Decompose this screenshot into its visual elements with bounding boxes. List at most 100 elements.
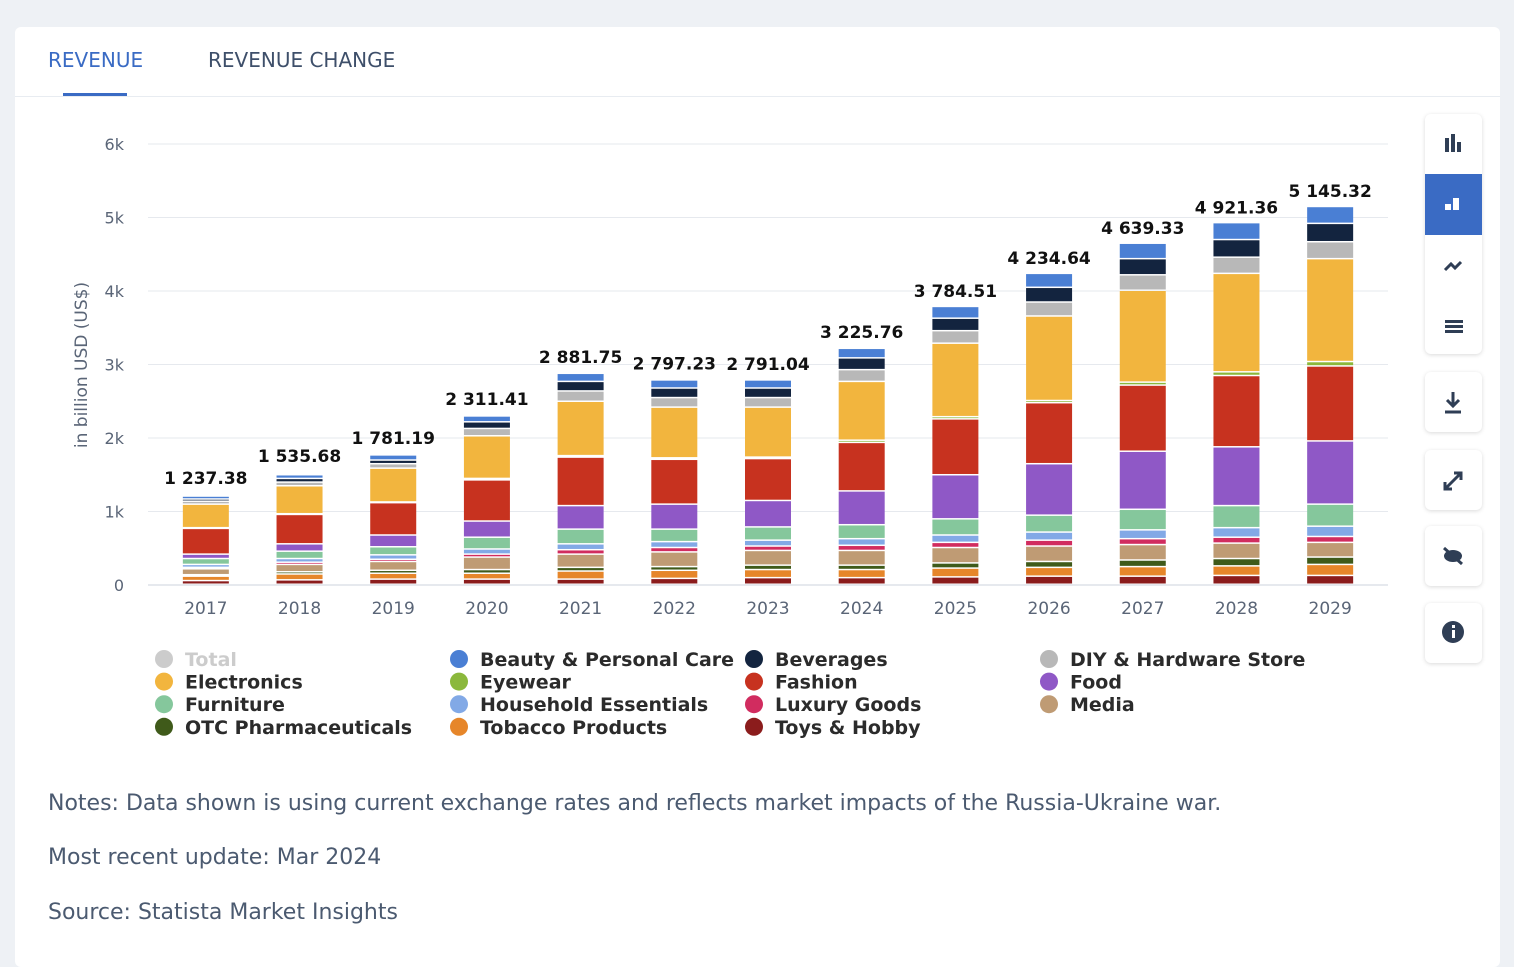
legend-label[interactable]: Food xyxy=(1070,672,1122,694)
bar-segment xyxy=(1213,537,1260,543)
bar-segment xyxy=(1026,576,1073,584)
bar-segment xyxy=(276,475,323,478)
hide[interactable] xyxy=(1425,526,1482,586)
bar-segment xyxy=(1026,288,1073,302)
bar-segment xyxy=(1119,530,1166,538)
bar-segment xyxy=(1119,539,1166,544)
tab[interactable]: REVENUE xyxy=(48,48,144,72)
bar-segment xyxy=(745,540,791,546)
bar-segment xyxy=(276,551,323,558)
legend-label[interactable]: Total xyxy=(185,649,237,671)
download[interactable] xyxy=(1425,372,1482,432)
bar-segment xyxy=(838,525,885,538)
bar-segment xyxy=(1026,515,1073,532)
bar-segment xyxy=(182,496,229,499)
bar-segment xyxy=(932,568,979,577)
info[interactable] xyxy=(1425,603,1482,663)
bar-segment xyxy=(1119,567,1166,576)
legend-label[interactable]: DIY & Hardware Store xyxy=(1070,649,1305,671)
total-label: 2 881.75 xyxy=(539,348,622,368)
total-label: 3 225.76 xyxy=(820,323,903,343)
legend-label[interactable]: Furniture xyxy=(185,694,285,716)
tab[interactable]: REVENUE CHANGE xyxy=(208,48,396,72)
bar-segment xyxy=(651,548,698,552)
bar-segment xyxy=(932,577,979,584)
bar-segment xyxy=(745,459,791,500)
bar-segment xyxy=(838,382,885,440)
legend-label[interactable]: Beauty & Personal Care xyxy=(480,649,734,671)
y-tick-label: 4k xyxy=(105,282,125,301)
legend-label[interactable]: Toys & Hobby xyxy=(775,717,921,739)
bar-segment xyxy=(651,388,698,397)
total-label: 2 797.23 xyxy=(633,354,716,374)
bar-segment xyxy=(651,529,698,541)
bar-segment xyxy=(276,559,323,562)
bar-segment xyxy=(745,527,791,540)
x-tick-label: 2019 xyxy=(372,599,415,619)
total-label: 5 145.32 xyxy=(1288,182,1371,202)
bar-segment xyxy=(370,468,417,502)
legend-marker xyxy=(1040,672,1058,691)
legend-marker xyxy=(1040,695,1058,714)
bar-segment xyxy=(838,443,885,491)
bar-segment xyxy=(1307,366,1354,441)
bar-segment xyxy=(463,554,510,557)
bar-segment xyxy=(463,416,510,422)
bar-segment xyxy=(1026,540,1073,546)
legend-label[interactable]: Media xyxy=(1070,694,1135,716)
bar-segment xyxy=(932,548,979,563)
bar-segment xyxy=(1119,576,1166,584)
bar-segment xyxy=(463,573,510,579)
bar-segment xyxy=(557,550,604,554)
bar-segment xyxy=(1026,546,1073,561)
note: Most recent update: Mar 2024 xyxy=(48,845,382,870)
bar-segment xyxy=(838,551,885,565)
legend-label[interactable]: Household Essentials xyxy=(480,694,708,716)
bar-segment xyxy=(932,343,979,416)
legend-label[interactable]: OTC Pharmaceuticals xyxy=(185,717,412,739)
bar-segment xyxy=(370,555,417,559)
bar-segment xyxy=(932,543,979,547)
total-label: 1 535.68 xyxy=(258,447,341,467)
legend-marker xyxy=(745,650,763,668)
bar-segment xyxy=(1119,560,1166,566)
bar-segment xyxy=(651,567,698,570)
fullscreen[interactable] xyxy=(1425,450,1482,510)
legend-label[interactable]: Luxury Goods xyxy=(775,694,921,716)
bar-segment xyxy=(745,388,791,397)
bar-segment xyxy=(182,569,229,574)
bar-segment xyxy=(557,374,604,381)
bar-segment xyxy=(276,565,323,572)
legend-label[interactable]: Beverages xyxy=(775,649,888,671)
bar-segment xyxy=(463,570,510,573)
bar-segment xyxy=(651,460,698,504)
legend-label[interactable]: Tobacco Products xyxy=(480,717,667,739)
bar-segment xyxy=(651,407,698,458)
bar-segment xyxy=(557,554,604,567)
bar-segment xyxy=(1119,545,1166,560)
bar-segment xyxy=(745,546,791,550)
legend-label[interactable]: Electronics xyxy=(185,672,303,694)
bar-segment xyxy=(1119,243,1166,258)
legend-label[interactable]: Eyewear xyxy=(480,672,572,694)
bar-segment xyxy=(276,574,323,580)
bar-segment xyxy=(932,475,979,519)
bar-segment xyxy=(1213,372,1260,375)
bar-segment xyxy=(932,563,979,568)
bar-segment xyxy=(838,349,885,358)
bar-segment xyxy=(838,358,885,369)
bar-segment xyxy=(838,578,885,584)
bar-segment xyxy=(1307,242,1354,258)
bar-segment xyxy=(932,535,979,542)
bar-segment xyxy=(745,565,791,569)
legend-marker xyxy=(450,672,468,691)
bar-segment xyxy=(557,382,604,391)
legend-label[interactable]: Fashion xyxy=(775,672,858,694)
y-tick-label: 0 xyxy=(114,576,124,595)
x-tick-label: 2028 xyxy=(1215,599,1258,619)
total-label: 1 237.38 xyxy=(164,469,247,489)
bar-segment xyxy=(651,552,698,566)
bar-segment xyxy=(1213,543,1260,558)
bar-segment xyxy=(651,579,698,584)
bar-segment xyxy=(1307,224,1354,241)
